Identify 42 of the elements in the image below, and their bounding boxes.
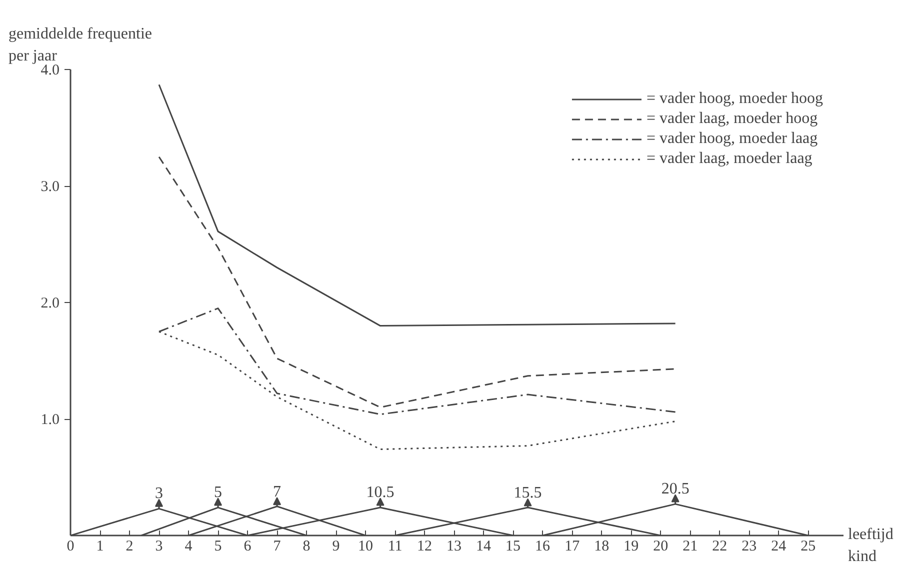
x-tick-label: 24: [771, 538, 787, 554]
y-tick-label: 2.0: [40, 296, 60, 312]
legend-label: = vader laag, moeder hoog: [646, 110, 818, 128]
y-tick-label: 1.0: [40, 412, 60, 428]
annotation: 3: [155, 485, 164, 502]
y-axis-title: gemiddelde frequentie per jaar: [8, 25, 152, 64]
x-tick-label: 17: [564, 538, 580, 554]
x-tick-label: 6: [244, 538, 252, 554]
x-tick-label: 15: [506, 538, 521, 554]
x-tick-label: 13: [446, 538, 462, 554]
annotation: 15.5: [514, 484, 542, 502]
x-tick-label: 5: [214, 538, 222, 554]
legend-label: = vader hoog, moeder hoog: [646, 90, 823, 108]
x-tick-label: 16: [535, 538, 551, 554]
x-tick-label: 21: [682, 538, 698, 554]
x-tick-label: 10: [358, 538, 374, 554]
x-axis-title: leeftijd kind: [848, 525, 894, 567]
x-tick-label: 8: [302, 538, 310, 554]
x-tick-label: 19: [624, 538, 639, 554]
x-tick-label: 18: [594, 538, 610, 554]
x-tick-label: 4: [184, 538, 193, 554]
y-tick-label: 3.0: [40, 179, 60, 195]
legend-label: = vader laag, moeder laag: [646, 150, 812, 168]
x-tick-label: 0: [66, 538, 74, 554]
x-tick-label: 22: [712, 538, 728, 554]
x-tick-label: 11: [388, 538, 402, 554]
x-tick-label: 2: [126, 538, 134, 554]
x-tick-label: 3: [155, 538, 163, 554]
y-tick-label: 4.0: [40, 62, 60, 78]
x-tick-label: 23: [742, 538, 757, 554]
x-tick-label: 9: [332, 538, 340, 554]
x-tick-label: 25: [800, 538, 816, 554]
legend-label: = vader hoog, moeder laag: [646, 130, 818, 148]
annotation: 5: [214, 484, 222, 502]
x-tick-label: 14: [476, 538, 492, 554]
annotation: 7: [273, 483, 282, 500]
x-tick-label: 12: [417, 538, 432, 554]
annotation: 20.5: [661, 480, 690, 498]
x-tick-label: 7: [273, 538, 282, 554]
annotation: 10.5: [366, 484, 394, 502]
x-tick-label: 20: [653, 538, 668, 554]
x-tick-label: 1: [96, 538, 104, 554]
